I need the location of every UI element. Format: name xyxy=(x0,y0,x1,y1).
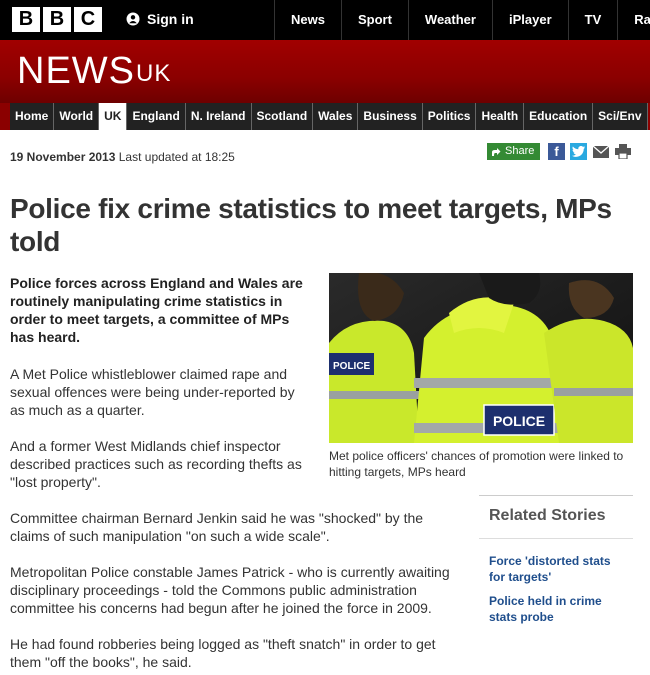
logo-letter: C xyxy=(74,7,102,32)
related-heading: Related Stories xyxy=(489,507,606,524)
article-paragraph: A Met Police whistleblower claimed rape … xyxy=(10,366,295,418)
article-headline: Police fix crime statistics to meet targ… xyxy=(10,193,612,257)
section-england[interactable]: England xyxy=(127,103,186,130)
top-nav-tv[interactable]: TV xyxy=(567,0,618,40)
news-title[interactable]: NEWS xyxy=(17,50,135,92)
related-link[interactable]: Force 'distorted stats for targets' xyxy=(489,554,611,584)
share-label: Share xyxy=(505,145,535,157)
article-paragraph: And a former West Midlands chief inspect… xyxy=(10,438,302,490)
image-caption: Met police officers' chances of promotio… xyxy=(329,449,624,479)
related-link[interactable]: Police held in crime stats probe xyxy=(489,594,602,624)
image-police-text-center: POLICE xyxy=(493,413,545,429)
divider xyxy=(479,538,633,539)
section-home[interactable]: Home xyxy=(10,103,55,130)
user-icon xyxy=(126,12,140,26)
section-education[interactable]: Education xyxy=(524,103,594,130)
bbc-logo[interactable]: B B C xyxy=(12,7,102,32)
top-nav-news[interactable]: News xyxy=(274,0,341,40)
print-icon[interactable] xyxy=(614,143,631,160)
section-wales[interactable]: Wales xyxy=(313,103,359,130)
top-nav-weather[interactable]: Weather xyxy=(407,0,492,40)
facebook-icon[interactable]: f xyxy=(548,143,565,160)
sign-in-link[interactable]: Sign in xyxy=(126,11,194,27)
share-arrow-icon xyxy=(492,147,501,156)
top-nav: News Sport Weather iPlayer TV Rad xyxy=(274,0,650,40)
section-health[interactable]: Health xyxy=(476,103,525,130)
sign-in-label: Sign in xyxy=(147,11,194,27)
share-button[interactable]: Share xyxy=(487,143,541,160)
article-intro: Police forces across England and Wales a… xyxy=(10,275,303,345)
article-paragraph: Committee chairman Bernard Jenkin said h… xyxy=(10,510,424,544)
logo-letter: B xyxy=(12,7,40,32)
section-uk[interactable]: UK xyxy=(99,103,128,130)
top-nav-radio[interactable]: Rad xyxy=(617,0,650,40)
top-nav-iplayer[interactable]: iPlayer xyxy=(491,0,568,40)
date-line: 19 November 2013 Last updated at 18:25 xyxy=(10,150,235,164)
related-stories: Related Stories Force 'distorted stats f… xyxy=(479,495,633,624)
logo-letter: B xyxy=(43,7,71,32)
top-nav-sport[interactable]: Sport xyxy=(340,0,408,40)
global-nav-bar: B B C Sign in News Sport Weather iPlayer… xyxy=(0,0,650,40)
section-business[interactable]: Business xyxy=(358,103,423,130)
section-politics[interactable]: Politics xyxy=(423,103,477,130)
section-world[interactable]: World xyxy=(54,103,100,130)
article-paragraph: Metropolitan Police constable James Patr… xyxy=(10,564,450,616)
share-icons: f xyxy=(548,143,631,160)
section-n-ireland[interactable]: N. Ireland xyxy=(186,103,252,130)
news-banner xyxy=(0,40,650,103)
twitter-icon[interactable] xyxy=(570,143,587,160)
last-updated: Last updated at 18:25 xyxy=(118,150,235,164)
article-photo: POLICE POLICE xyxy=(329,273,633,443)
article-date: 19 November 2013 xyxy=(10,150,116,164)
email-icon[interactable] xyxy=(592,143,609,160)
section-scotland[interactable]: Scotland xyxy=(252,103,314,130)
article-paragraph: He had found robberies being logged as "… xyxy=(10,636,436,670)
edition-label: UK xyxy=(136,60,172,87)
section-nav: Home World UK England N. Ireland Scotlan… xyxy=(0,103,650,130)
image-police-text-left: POLICE xyxy=(333,361,371,372)
section-sci-env[interactable]: Sci/Env xyxy=(593,103,648,130)
